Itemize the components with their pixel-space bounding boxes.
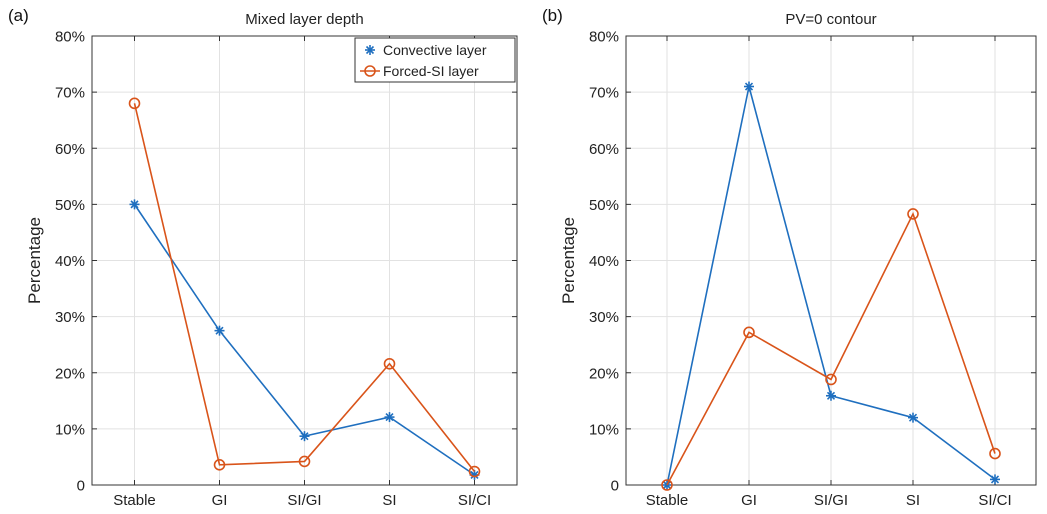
x-tick-label: SI/GI xyxy=(287,492,321,509)
y-tick-label: 40% xyxy=(589,253,619,270)
x-tick-label: SI xyxy=(382,492,396,509)
y-axis-label: Percentage xyxy=(25,217,44,304)
y-tick-label: 50% xyxy=(589,197,619,214)
legend-marker-star xyxy=(365,45,375,55)
panel-a-tag: (a) xyxy=(8,6,29,25)
legend: Convective layer Forced-SI layer xyxy=(354,37,516,83)
y-tick-label: 60% xyxy=(589,141,619,158)
panel-b-tag: (b) xyxy=(542,6,563,25)
y-tick-label: 70% xyxy=(55,85,85,102)
y-tick-label: 0 xyxy=(77,478,85,495)
legend-label: Convective layer xyxy=(383,42,487,58)
data-point-circle xyxy=(298,455,311,468)
x-tick-label: SI/GI xyxy=(814,492,848,509)
x-tick-label: SI/CI xyxy=(458,492,491,509)
data-point-star xyxy=(826,390,836,401)
x-tick-label: GI xyxy=(212,492,228,509)
data-point-circle xyxy=(213,458,226,471)
legend-label: Forced-SI layer xyxy=(383,63,479,79)
chart-title: Mixed layer depth xyxy=(245,11,363,28)
data-point-star xyxy=(129,199,140,210)
x-tick-label: GI xyxy=(741,492,757,509)
legend-marker-circle xyxy=(364,65,376,77)
y-tick-label: 60% xyxy=(55,141,85,158)
y-tick-label: 40% xyxy=(55,253,85,270)
y-tick-label: 10% xyxy=(589,421,619,438)
chart-title: PV=0 contour xyxy=(785,11,876,28)
x-tick-label: SI/CI xyxy=(978,492,1011,509)
x-tick-label: Stable xyxy=(113,492,156,509)
legend-box xyxy=(354,37,516,83)
data-point-circle xyxy=(743,326,755,339)
series-line-forced-si xyxy=(133,103,476,473)
y-tick-label: 80% xyxy=(589,29,619,46)
y-tick-label: 70% xyxy=(589,85,619,102)
data-point-circle xyxy=(989,447,1001,460)
series-line-forced-si xyxy=(666,211,996,486)
x-tick-label: Stable xyxy=(646,492,689,509)
data-point-star xyxy=(990,474,1000,485)
y-tick-label: 50% xyxy=(55,197,85,214)
y-axis-label: Percentage xyxy=(559,217,578,304)
data-point-star xyxy=(384,412,395,423)
y-tick-label: 20% xyxy=(55,365,85,382)
data-point-star xyxy=(908,412,918,423)
y-tick-label: 30% xyxy=(55,309,85,326)
data-point-circle xyxy=(128,97,141,110)
y-tick-label: 30% xyxy=(589,309,619,326)
y-tick-label: 10% xyxy=(55,421,85,438)
data-point-star xyxy=(299,431,310,442)
x-tick-label: SI xyxy=(906,492,920,509)
data-point-circle xyxy=(661,479,673,491)
data-point-circle xyxy=(468,465,481,478)
y-tick-label: 0 xyxy=(611,478,619,495)
y-tick-label: 20% xyxy=(589,365,619,382)
y-tick-label: 80% xyxy=(55,29,85,46)
data-point-circle xyxy=(383,357,396,370)
panel-a: 0 10% 20% 30% 40% 50% 60% 70% 80% Stable GI SI/GI SI… xyxy=(25,11,518,509)
panel-b: 0 10% 20% 30% 40% 50% 60% 70% 80% Stable GI SI/GI SI… xyxy=(559,11,1037,509)
data-point-circle xyxy=(825,373,837,386)
data-point-circle xyxy=(907,208,919,220)
data-point-star xyxy=(744,81,754,92)
data-point-star xyxy=(214,325,225,336)
